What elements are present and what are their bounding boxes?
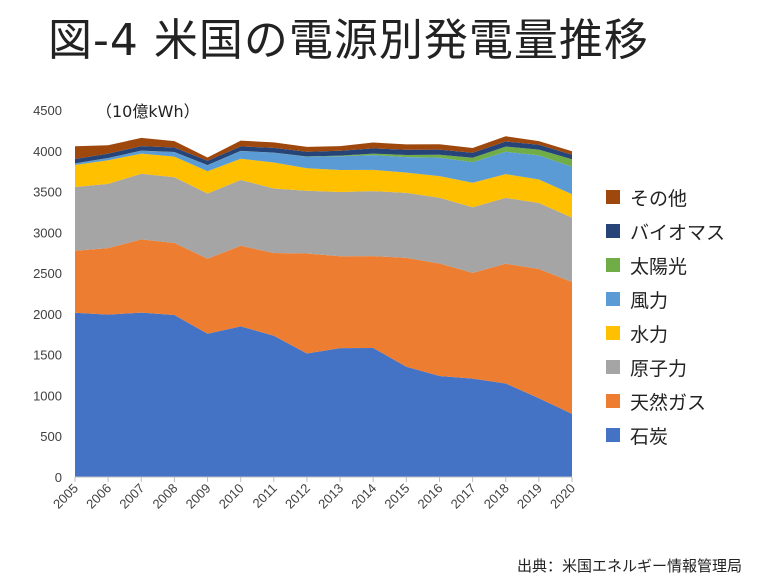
source-note: 出典：米国エネルギー情報管理局 xyxy=(516,557,742,575)
x-tick-label: 2018 xyxy=(481,481,512,512)
legend-swatch xyxy=(606,360,620,374)
legend-swatch xyxy=(606,292,620,306)
series-area-5 xyxy=(75,146,572,167)
x-tick-label: 2005 xyxy=(50,481,81,512)
legend-label: 天然ガス xyxy=(630,391,707,414)
y-tick-label: 4500 xyxy=(33,103,62,118)
y-tick-label: 500 xyxy=(40,429,62,444)
x-tick-label: 2017 xyxy=(448,481,479,512)
legend-label: 風力 xyxy=(630,289,669,312)
y-tick-label: 2000 xyxy=(33,307,62,322)
y-tick-labels: 0 500 1000 1500 2000 2500 3000 3500 4000 4500 xyxy=(33,103,62,485)
x-tick-label: 2007 xyxy=(116,481,147,512)
legend-item: 風力 xyxy=(606,282,725,316)
x-tick-label: 2016 xyxy=(415,481,446,512)
y-tick-label: 1500 xyxy=(33,348,62,363)
legend-label: その他 xyxy=(630,187,688,210)
legend-swatch xyxy=(606,428,620,442)
legend-swatch xyxy=(606,258,620,272)
legend-label: バイオマス xyxy=(630,221,726,244)
x-tick-label: 2006 xyxy=(83,481,114,512)
legend-label: 原子力 xyxy=(630,357,688,380)
area-layer xyxy=(75,136,572,477)
legend-item: 天然ガス xyxy=(606,384,725,418)
x-tick-label: 2019 xyxy=(514,481,545,512)
legend-swatch xyxy=(606,224,620,238)
y-tick-label: 3000 xyxy=(33,225,62,240)
x-tick-label: 2008 xyxy=(149,481,180,512)
legend-swatch xyxy=(606,190,620,204)
legend-item: 水力 xyxy=(606,316,725,350)
legend-swatch xyxy=(606,326,620,340)
series-area-0 xyxy=(75,312,572,477)
legend-item: バイオマス xyxy=(606,214,725,248)
legend-label: 水力 xyxy=(630,323,669,346)
y-tick-label: 3500 xyxy=(33,185,62,200)
legend-item: 太陽光 xyxy=(606,248,725,282)
x-tick-label: 2015 xyxy=(381,481,412,512)
series-area-4 xyxy=(75,150,572,195)
chart-title: 図-4 米国の電源別発電量推移 xyxy=(48,15,649,66)
y-tick-label: 4000 xyxy=(33,144,62,159)
x-tick-labels: 2005 2006 2007 2008 2009 2010 2011 2012 2013 2014… xyxy=(50,481,578,512)
legend-item: 石炭 xyxy=(606,418,725,452)
unit-label: （10億kWh） xyxy=(96,102,200,121)
legend-item: 原子力 xyxy=(606,350,725,384)
y-tick-label: 2500 xyxy=(33,266,62,281)
legend-label: 太陽光 xyxy=(630,255,688,278)
series-area-6 xyxy=(75,141,572,166)
legend-label: 石炭 xyxy=(630,425,669,448)
legend: その他バイオマス太陽光風力水力原子力天然ガス石炭 xyxy=(606,180,725,452)
series-area-3 xyxy=(75,153,572,218)
x-tick-label: 2009 xyxy=(183,481,214,512)
x-tick-label: 2014 xyxy=(348,481,379,512)
series-area-7 xyxy=(75,136,572,161)
x-tick-label: 2011 xyxy=(250,481,280,511)
legend-item: その他 xyxy=(606,180,725,214)
x-tick-label: 2013 xyxy=(315,481,346,512)
x-tick-label: 2020 xyxy=(547,481,578,512)
x-tick-label: 2012 xyxy=(282,481,313,512)
axes-layer xyxy=(74,476,573,482)
y-tick-label: 1000 xyxy=(33,388,62,403)
legend-swatch xyxy=(606,394,620,408)
y-tick-label: 0 xyxy=(55,470,62,485)
series-area-1 xyxy=(75,239,572,414)
series-area-2 xyxy=(75,173,572,282)
x-tick-label: 2010 xyxy=(216,481,247,512)
